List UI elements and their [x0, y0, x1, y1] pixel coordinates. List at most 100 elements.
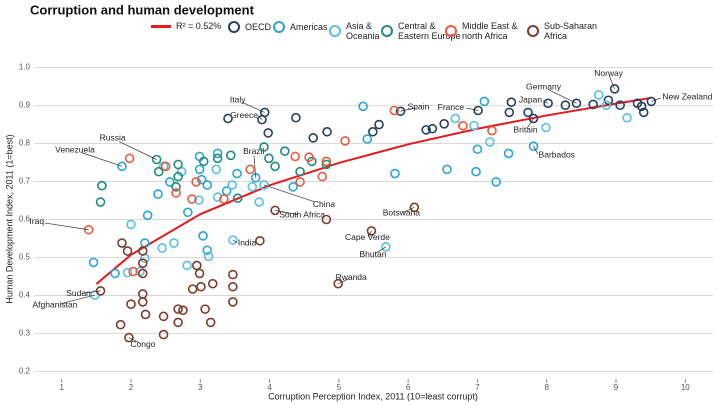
point	[212, 192, 223, 202]
point	[254, 197, 264, 207]
point	[207, 278, 218, 289]
point	[228, 235, 238, 245]
legend-swatch	[228, 21, 240, 33]
point	[182, 260, 192, 271]
point	[115, 319, 126, 330]
point-label: Norway	[594, 68, 624, 78]
point	[288, 182, 298, 192]
point	[304, 152, 314, 163]
point	[203, 251, 214, 262]
legend-item: OECD	[228, 21, 271, 33]
leader-line	[232, 239, 238, 243]
point	[491, 177, 501, 187]
leader-line	[81, 152, 123, 167]
point	[137, 289, 148, 299]
point	[124, 332, 134, 343]
point	[593, 90, 604, 100]
point	[479, 96, 490, 107]
point-label: Botswana	[383, 208, 421, 218]
trend-line	[95, 96, 651, 285]
leader-line	[466, 107, 479, 111]
x-axis-title: Corruption Perception Index, 2011 (10=le…	[268, 391, 478, 401]
legend-swatch	[273, 21, 285, 33]
leader-line	[651, 97, 661, 102]
point	[225, 150, 236, 161]
leader-line	[258, 115, 263, 120]
leader-line	[609, 75, 615, 89]
point	[228, 269, 238, 280]
chart-title: Corruption and human development	[30, 2, 255, 17]
point	[219, 194, 229, 204]
point	[88, 257, 99, 268]
point	[83, 224, 94, 235]
point	[178, 305, 188, 316]
point	[264, 153, 274, 164]
x-tick-label: 8	[544, 383, 549, 392]
point	[255, 235, 265, 246]
point	[636, 101, 647, 112]
point	[588, 99, 598, 110]
point	[638, 107, 649, 118]
point	[202, 180, 213, 190]
point	[211, 164, 222, 175]
point	[97, 180, 107, 191]
x-tick-label: 10	[681, 383, 690, 392]
leader-line	[367, 230, 372, 238]
point	[263, 128, 273, 138]
point	[137, 268, 148, 279]
leader-line	[60, 294, 96, 304]
point	[485, 137, 495, 147]
point-label: Bhutan	[359, 249, 386, 259]
point	[128, 266, 138, 277]
point	[153, 189, 163, 199]
point	[609, 84, 620, 94]
point	[200, 304, 210, 314]
point	[541, 122, 551, 133]
point	[183, 207, 193, 218]
point	[523, 107, 533, 118]
point	[160, 161, 171, 172]
point	[471, 166, 481, 177]
point	[137, 258, 148, 268]
point	[227, 180, 237, 190]
point	[473, 105, 483, 116]
point	[187, 284, 198, 294]
leader-line	[263, 184, 316, 203]
point	[212, 153, 223, 164]
point-label: Brazil	[243, 146, 264, 156]
legend-item: Middle East & north Africa	[445, 21, 518, 41]
point	[506, 97, 517, 107]
leader-line	[542, 100, 549, 104]
point	[528, 141, 539, 152]
legend-item: Americas	[273, 21, 328, 33]
point	[196, 174, 207, 185]
legend-swatch	[445, 25, 457, 37]
point	[646, 96, 657, 107]
y-tick-label: 0.3	[19, 329, 31, 338]
point	[362, 134, 373, 144]
y-tick-label: 0.8	[19, 139, 31, 148]
point-label: New Zealand	[662, 92, 712, 102]
point	[571, 98, 582, 109]
y-tick-label: 0.2	[19, 367, 31, 376]
y-tick-label: 0.5	[19, 253, 31, 262]
point	[187, 194, 197, 204]
point	[191, 177, 201, 187]
point	[137, 297, 148, 307]
point	[390, 168, 400, 179]
point	[173, 171, 183, 182]
leader-line	[338, 278, 350, 284]
point-label: India	[238, 237, 257, 247]
point	[257, 114, 267, 125]
point	[140, 309, 151, 320]
leader-line	[526, 118, 534, 129]
y-tick-label: 0.9	[19, 101, 31, 110]
point	[126, 219, 136, 230]
x-tick-label: 7	[475, 383, 480, 392]
point	[295, 177, 305, 187]
x-tick-label: 6	[406, 383, 411, 392]
point-label: Rwanda	[336, 272, 367, 282]
point	[198, 156, 209, 167]
